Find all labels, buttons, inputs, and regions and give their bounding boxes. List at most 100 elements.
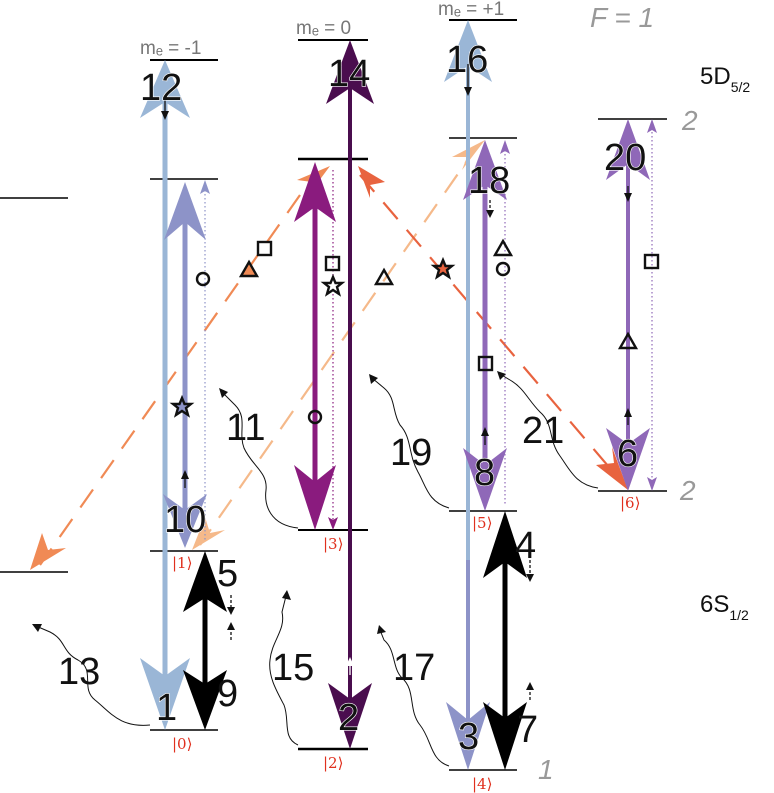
label-7: 7 [517,709,538,751]
dashed-peach-center [199,144,479,546]
label-17: 17 [393,647,435,689]
label-12: 12 [140,67,182,109]
label-8: 8 [474,452,495,494]
label-14: 14 [328,53,370,95]
arrow-14-head [326,40,374,104]
wavy-arrowheads [32,371,506,634]
wavy-21-head [497,371,506,380]
label-11: 11 [226,407,265,449]
arrow-20-head [606,119,650,180]
wavy-19 [371,377,450,509]
arrow-1-head [140,658,190,730]
wavy-11-head [219,388,228,398]
small-arrow-5-head [227,607,235,615]
F-lower-right: 1 [538,754,554,785]
arrowhead-red-bottom [596,447,628,490]
circle-marker-3 [495,261,511,277]
wavy-11 [221,391,299,529]
ket-6: |6⟩ [620,494,640,512]
arrow-18-head [463,140,507,200]
arrow-16-head [444,20,492,82]
wavy-13 [35,625,151,726]
state-lower: 6S1/2 [700,591,749,623]
dotted-right-bottom-head [647,477,657,491]
mf-zero-label: mₑ = 0 [296,18,351,39]
small-arrow-8-head [481,427,489,436]
ket-1: |1⟩ [172,554,192,572]
energy-levels [0,19,667,771]
star-marker-1 [169,394,195,418]
F-mid-right: 2 [679,475,696,506]
arrow-magenta-up [294,162,336,222]
triangle-marker-1 [238,259,260,278]
arrow-magenta-down [294,465,336,530]
F-title: F = 1 [590,2,654,33]
label-18: 18 [468,160,510,202]
column-m0 [294,40,374,749]
ket-4: |4⟩ [472,775,492,793]
arrow-7-head [483,702,527,770]
F-upper-right: 2 [681,105,698,136]
arrow-10-up-head [164,182,206,240]
column-right [606,119,657,491]
mf-plus-label: mₑ = +1 [438,0,504,20]
circle-marker-1 [195,271,211,287]
dotted-m0-head [328,517,338,530]
arrow-2-head [328,683,372,749]
label-2: 2 [338,697,359,739]
transition-numbers: 12 14 16 18 20 11 19 21 8 6 10 5 4 13 15… [58,38,647,758]
ket-3: |3⟩ [323,535,343,553]
small-arrow-18-head [486,210,494,218]
square-marker-4 [643,253,660,270]
arrow-4-head [483,511,527,578]
square-marker-2 [324,255,341,272]
label-4: 4 [515,525,536,567]
arrow-3-head [446,702,490,770]
label-3: 3 [458,716,479,758]
wavy-21 [499,373,599,489]
label-15: 15 [272,647,314,689]
small-arrow-16-head [464,87,472,96]
label-19: 19 [390,432,432,474]
arrowhead-peach-bottom [192,517,225,550]
label-5: 5 [217,553,238,595]
triangle-marker-2 [373,267,395,286]
wavy-15 [269,595,299,746]
circle-marker-2 [307,409,323,425]
black-arrows-left [183,551,235,730]
label-20: 20 [604,137,646,179]
dashed-orange-left [39,194,301,566]
ket-2: |2⟩ [323,754,343,772]
small-arrow-2-head [346,657,354,666]
wavy-13-head [32,624,42,632]
zeeman-labels: mₑ = -1 mₑ = 0 mₑ = +1 [140,0,504,59]
small-arrow-6-head [624,408,632,417]
star-marker-3 [430,256,456,280]
arrow-8-head [463,448,507,511]
small-arrow-12-head [161,111,169,120]
small-arrow-7-head [526,682,534,690]
state-labels: 5D5/2 6S1/2 [700,63,750,623]
mf-minus-label: mₑ = -1 [140,38,201,59]
wavy-19-head [369,374,378,384]
triangle-marker-3 [492,238,514,257]
column-mplus [444,20,510,770]
black-arrows-right [483,511,534,770]
square-marker-1 [256,240,273,257]
small-arrow-9-head [227,622,235,630]
dashed-transitions [39,144,621,566]
arrowhead-orange-left [30,533,66,570]
state-upper: 5D5/2 [700,63,750,95]
label-10: 10 [164,499,206,541]
triangle-marker-4 [617,331,639,350]
star-marker-2 [320,273,346,297]
wavy-17 [379,629,450,767]
hyperfine-labels: F = 1 2 2 1 [538,2,698,785]
wavy-lines [35,373,599,767]
arrow-6-head [606,428,650,491]
label-16: 16 [446,39,488,81]
label-21: 21 [522,410,564,452]
label-6: 6 [617,433,638,475]
arrowhead-red-top [358,166,385,198]
